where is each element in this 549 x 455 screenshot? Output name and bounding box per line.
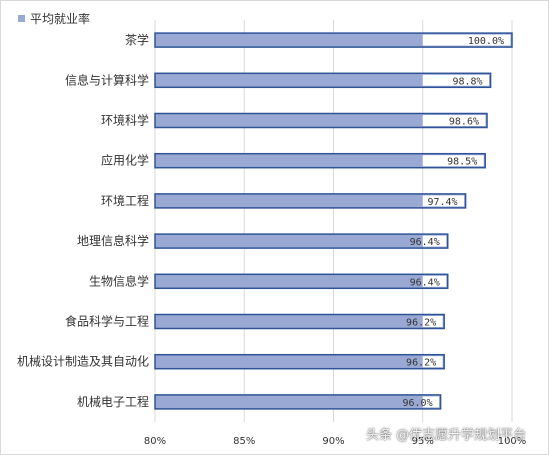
- value-label-4: 97.4%: [427, 197, 457, 208]
- bar-highlight-8: [422, 356, 443, 368]
- category-label-9: 机械电子工程: [77, 394, 149, 409]
- x-tick-label-80: 80%: [144, 436, 166, 447]
- bar-6: [154, 273, 449, 290]
- category-label-5: 地理信息科学: [77, 233, 149, 248]
- bar-5: [154, 233, 449, 249]
- category-label-4: 环境工程: [101, 193, 149, 208]
- bar-highlight-9: [422, 396, 440, 408]
- legend-label: 平均就业率: [30, 12, 91, 26]
- category-label-3: 应用化学: [101, 153, 149, 168]
- bar-highlight-6: [422, 275, 447, 287]
- category-label-2: 环境科学: [101, 113, 149, 128]
- legend: 平均就业率: [18, 10, 90, 27]
- x-tick-label-100: 100%: [498, 436, 527, 447]
- category-label-8: 机械设计制造及其自动化: [17, 354, 149, 369]
- value-label-7: 96.2%: [406, 318, 436, 329]
- x-tick-label-95: 95%: [412, 436, 434, 447]
- bar-9: [154, 394, 442, 410]
- bar-2: [154, 112, 488, 129]
- value-label-0: 100.0%: [468, 36, 504, 47]
- bar-7: [154, 313, 445, 330]
- value-label-9: 96.0%: [402, 398, 432, 409]
- value-label-5: 96.4%: [410, 237, 440, 248]
- legend-swatch: [18, 15, 25, 22]
- bar-highlight-2: [422, 115, 486, 126]
- bar-highlight-5: [422, 235, 447, 247]
- bar-highlight-7: [422, 316, 443, 327]
- category-label-6: 生物信息学: [89, 273, 149, 288]
- bar-highlight-1: [422, 74, 490, 86]
- category-label-7: 食品科学与工程: [65, 314, 149, 329]
- value-label-1: 98.8%: [452, 76, 482, 87]
- bar-highlight-4: [422, 195, 465, 207]
- bar-highlight-3: [422, 155, 484, 167]
- bar-4: [154, 193, 467, 209]
- bar-highlight-0: [422, 34, 511, 46]
- category-label-1: 信息与计算科学: [65, 72, 149, 87]
- category-label-0: 茶学: [125, 32, 149, 47]
- value-label-3: 98.5%: [447, 157, 477, 168]
- value-label-2: 98.6%: [449, 117, 479, 128]
- bar-1: [154, 72, 492, 89]
- bar-8: [154, 353, 445, 370]
- watermark: 头条 @优志愿升学规划平台: [366, 428, 527, 443]
- bar-3: [154, 152, 486, 169]
- value-label-8: 96.2%: [406, 358, 436, 369]
- x-tick-label-85: 85%: [233, 436, 255, 447]
- x-tick-label-90: 90%: [322, 436, 344, 447]
- value-label-6: 96.4%: [410, 277, 440, 288]
